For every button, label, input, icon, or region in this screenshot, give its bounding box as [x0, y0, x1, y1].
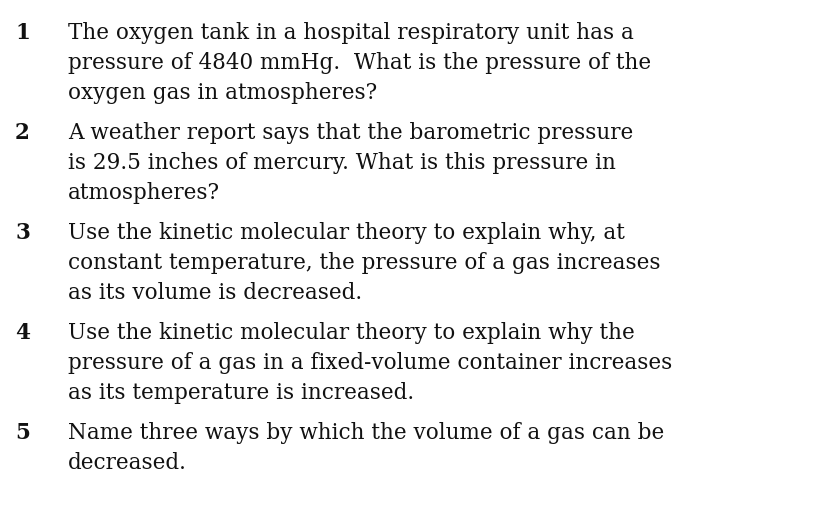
Text: decreased.: decreased.: [68, 452, 187, 474]
Text: 2: 2: [15, 122, 30, 144]
Text: 5: 5: [15, 422, 30, 444]
Text: atmospheres?: atmospheres?: [68, 182, 220, 204]
Text: A weather report says that the barometric pressure: A weather report says that the barometri…: [68, 122, 633, 144]
Text: pressure of 4840 mmHg.  What is the pressure of the: pressure of 4840 mmHg. What is the press…: [68, 52, 651, 74]
Text: as its volume is decreased.: as its volume is decreased.: [68, 282, 362, 304]
Text: Use the kinetic molecular theory to explain why, at: Use the kinetic molecular theory to expl…: [68, 222, 625, 244]
Text: pressure of a gas in a fixed-volume container increases: pressure of a gas in a fixed-volume cont…: [68, 352, 672, 374]
Text: 4: 4: [15, 322, 30, 344]
Text: The oxygen tank in a hospital respiratory unit has a: The oxygen tank in a hospital respirator…: [68, 22, 634, 44]
Text: Name three ways by which the volume of a gas can be: Name three ways by which the volume of a…: [68, 422, 664, 444]
Text: 1: 1: [15, 22, 30, 44]
Text: Use the kinetic molecular theory to explain why the: Use the kinetic molecular theory to expl…: [68, 322, 635, 344]
Text: constant temperature, the pressure of a gas increases: constant temperature, the pressure of a …: [68, 252, 661, 274]
Text: as its temperature is increased.: as its temperature is increased.: [68, 382, 414, 404]
Text: oxygen gas in atmospheres?: oxygen gas in atmospheres?: [68, 82, 377, 104]
Text: 3: 3: [15, 222, 30, 244]
Text: is 29.5 inches of mercury. What is this pressure in: is 29.5 inches of mercury. What is this …: [68, 152, 615, 174]
